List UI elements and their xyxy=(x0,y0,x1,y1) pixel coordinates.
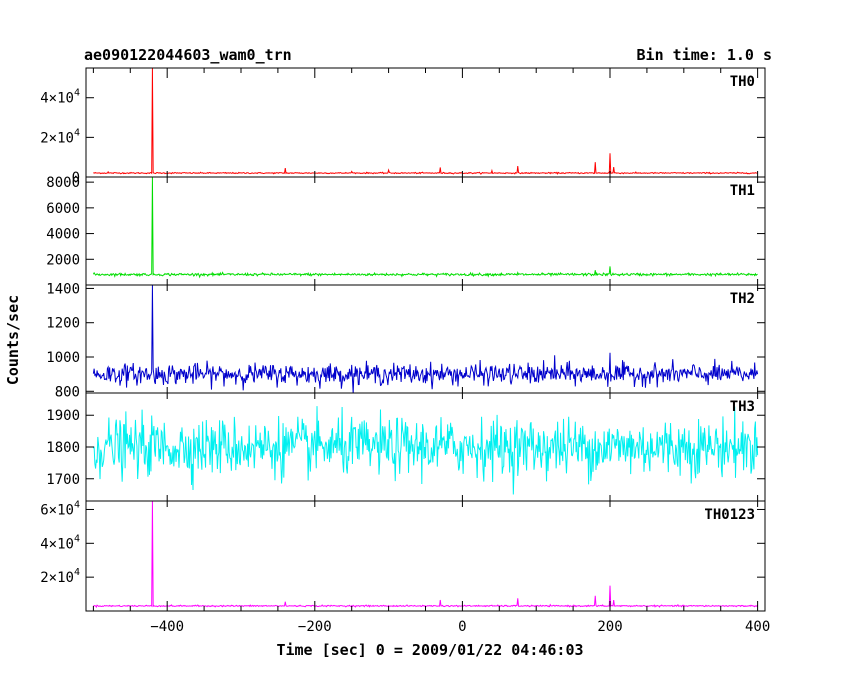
y-axis-title: Counts/sec xyxy=(4,295,22,385)
y-tick-label: 2×104 xyxy=(40,127,80,146)
panel-th0123: 2×104 4×104 6×104 TH0123 xyxy=(40,499,766,612)
y-tick-label: 800 xyxy=(55,384,80,400)
y-tick-label: 8000 xyxy=(46,175,80,191)
y-tick-label: 1900 xyxy=(46,408,80,424)
y-tick-label: 1200 xyxy=(46,316,80,332)
x-tick-label: 0 xyxy=(458,619,466,635)
y-tick-label: 6×104 xyxy=(40,499,80,518)
panel-label: TH2 xyxy=(730,291,755,307)
panels-group: 0 2×104 4×104 TH0 2000 4000 6000 8000 TH1 800 1000… xyxy=(40,67,766,612)
panel-frame xyxy=(85,176,766,286)
panel-th2: 800 1000 1200 1400 TH2 xyxy=(46,281,766,400)
x-tick-label: −200 xyxy=(298,619,332,635)
series-line-th0123 xyxy=(93,501,759,609)
panel-label: TH1 xyxy=(730,183,755,199)
figure-title: ae090122044603_wam0_trn xyxy=(84,46,292,64)
panel-label: TH3 xyxy=(730,399,755,415)
panel-th0: 0 2×104 4×104 TH0 xyxy=(40,67,766,186)
y-tick-label: 0 xyxy=(72,170,80,186)
y-tick-label: 4×104 xyxy=(40,533,80,552)
y-tick-label: 1800 xyxy=(46,440,80,456)
y-tick-label: 1000 xyxy=(46,350,80,366)
series-line-th2 xyxy=(92,285,759,393)
panel-th3: 1700 1800 1900 TH3 xyxy=(46,392,766,502)
x-axis-title: Time [sec] 0 = 2009/01/22 04:46:03 xyxy=(276,641,583,659)
series-line-th1 xyxy=(92,177,758,279)
x-axis: −400 −200 0 200 400 xyxy=(92,68,770,635)
panel-th1: 2000 4000 6000 8000 TH1 xyxy=(46,175,766,286)
panel-frame xyxy=(85,67,766,178)
x-tick-label: 200 xyxy=(597,619,622,635)
panel-frame xyxy=(85,500,766,612)
y-tick-label: 1700 xyxy=(46,472,80,488)
y-tick-label: 2000 xyxy=(46,252,80,268)
y-tick-label: 4000 xyxy=(46,227,80,243)
bin-time-label: Bin time: 1.0 s xyxy=(637,46,772,64)
x-tick-label: −400 xyxy=(150,619,184,635)
x-tick-label: 400 xyxy=(745,619,770,635)
y-tick-label: 4×104 xyxy=(40,88,80,107)
panel-label: TH0123 xyxy=(704,507,755,523)
series-line-th3 xyxy=(92,406,759,495)
y-tick-label: 1400 xyxy=(46,281,80,297)
y-tick-label: 2×104 xyxy=(40,567,80,586)
series-line-th0 xyxy=(93,68,758,175)
panel-label: TH0 xyxy=(730,74,755,90)
y-tick-label: 6000 xyxy=(46,201,80,217)
